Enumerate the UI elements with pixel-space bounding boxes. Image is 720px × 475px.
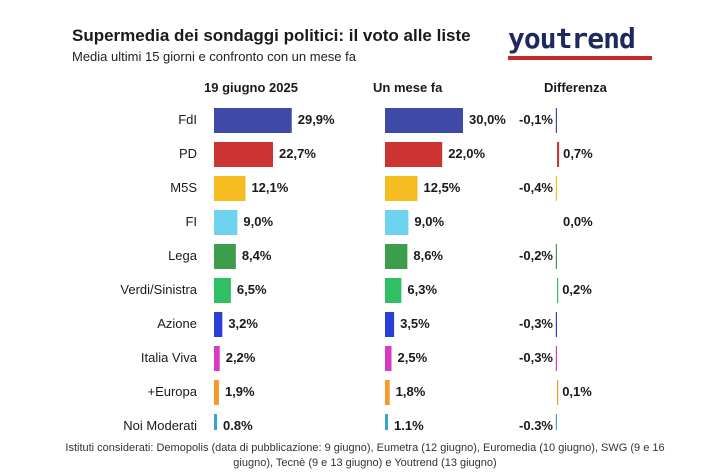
party-label: +Europa [147, 384, 197, 399]
bar-current [214, 278, 231, 303]
value-label-current: 6,5% [237, 282, 267, 297]
column-header-previous: Un mese fa [373, 80, 443, 95]
value-label-diff: -0,3% [519, 316, 553, 331]
bar-previous [385, 142, 443, 167]
value-label-previous: 1,1% [394, 418, 424, 430]
party-label: Verdi/Sinistra [120, 282, 197, 297]
value-label-previous: 3,5% [400, 316, 430, 331]
chart-title: Supermedia dei sondaggi politici: il vot… [72, 26, 471, 45]
value-label-previous: 8,6% [413, 248, 443, 263]
bar-diff [557, 380, 559, 405]
bar-diff [555, 244, 557, 269]
poll-bar-chart: FdI 29,9% 30,0% -0,1% PD 22,7% 22,0% 0,7% M5S 12,… [120, 108, 593, 430]
value-label-previous: 30,0% [469, 112, 506, 127]
party-label: M5S [170, 180, 197, 195]
logo-text: youtrend [508, 22, 636, 55]
value-label-current: 29,9% [298, 112, 335, 127]
bar-current [214, 210, 238, 235]
value-label-previous: 9,0% [414, 214, 444, 229]
bar-previous [385, 108, 463, 133]
value-label-previous: 22,0% [448, 146, 485, 161]
value-label-diff: -0,3% [519, 418, 553, 430]
logo-underline [508, 56, 652, 60]
bar-current [214, 346, 220, 371]
bar-current [214, 244, 236, 269]
value-label-current: 2,2% [226, 350, 256, 365]
party-label: PD [179, 146, 197, 161]
bar-current [214, 380, 219, 405]
party-label: Noi Moderati [123, 418, 197, 430]
value-label-current: 1,9% [225, 384, 255, 399]
bar-previous [385, 278, 402, 303]
value-label-diff: 0,1% [562, 384, 592, 399]
bar-diff [555, 312, 557, 337]
bar-previous [385, 380, 390, 405]
bar-current [214, 108, 292, 133]
bar-current [214, 176, 246, 201]
value-label-previous: 1,8% [396, 384, 426, 399]
bar-previous [385, 414, 388, 430]
value-label-diff: -0,2% [519, 248, 553, 263]
bar-diff [555, 176, 557, 201]
value-label-current: 8,4% [242, 248, 272, 263]
bar-previous [385, 176, 418, 201]
value-label-current: 3,2% [228, 316, 258, 331]
bar-current [214, 142, 274, 167]
party-label: Azione [157, 316, 197, 331]
bar-previous [385, 312, 395, 337]
bar-diff [555, 108, 557, 133]
bar-previous [385, 210, 409, 235]
bar-diff [555, 414, 557, 430]
value-label-current: 9,0% [243, 214, 273, 229]
party-label: Lega [168, 248, 198, 263]
column-header-current: 19 giugno 2025 [204, 80, 298, 95]
bar-diff [555, 346, 557, 371]
bar-previous [385, 244, 408, 269]
value-label-current: 22,7% [279, 146, 316, 161]
youtrend-logo: youtrend [508, 22, 654, 62]
value-label-diff: 0,7% [563, 146, 593, 161]
value-label-diff: -0,1% [519, 112, 553, 127]
column-header-diff: Differenza [544, 80, 607, 95]
value-label-previous: 2,5% [398, 350, 428, 365]
value-label-previous: 6,3% [407, 282, 437, 297]
party-label: FdI [178, 112, 197, 127]
bar-diff [557, 278, 559, 303]
bar-previous [385, 346, 392, 371]
party-label: FI [185, 214, 197, 229]
value-label-diff: 0,2% [562, 282, 592, 297]
party-label: Italia Viva [141, 350, 198, 365]
bar-current [214, 414, 217, 430]
chart-subtitle: Media ultimi 15 giorni e confronto con u… [72, 49, 356, 64]
value-label-diff: 0,0% [563, 214, 593, 229]
value-label-current: 12,1% [251, 180, 288, 195]
footer-note: Istituti considerati: Demopolis (data di… [65, 442, 665, 469]
value-label-current: 0,8% [223, 418, 253, 430]
value-label-diff: -0,3% [519, 350, 553, 365]
value-label-diff: -0,4% [519, 180, 553, 195]
value-label-previous: 12,5% [424, 180, 461, 195]
bar-current [214, 312, 223, 337]
bar-diff [557, 142, 560, 167]
